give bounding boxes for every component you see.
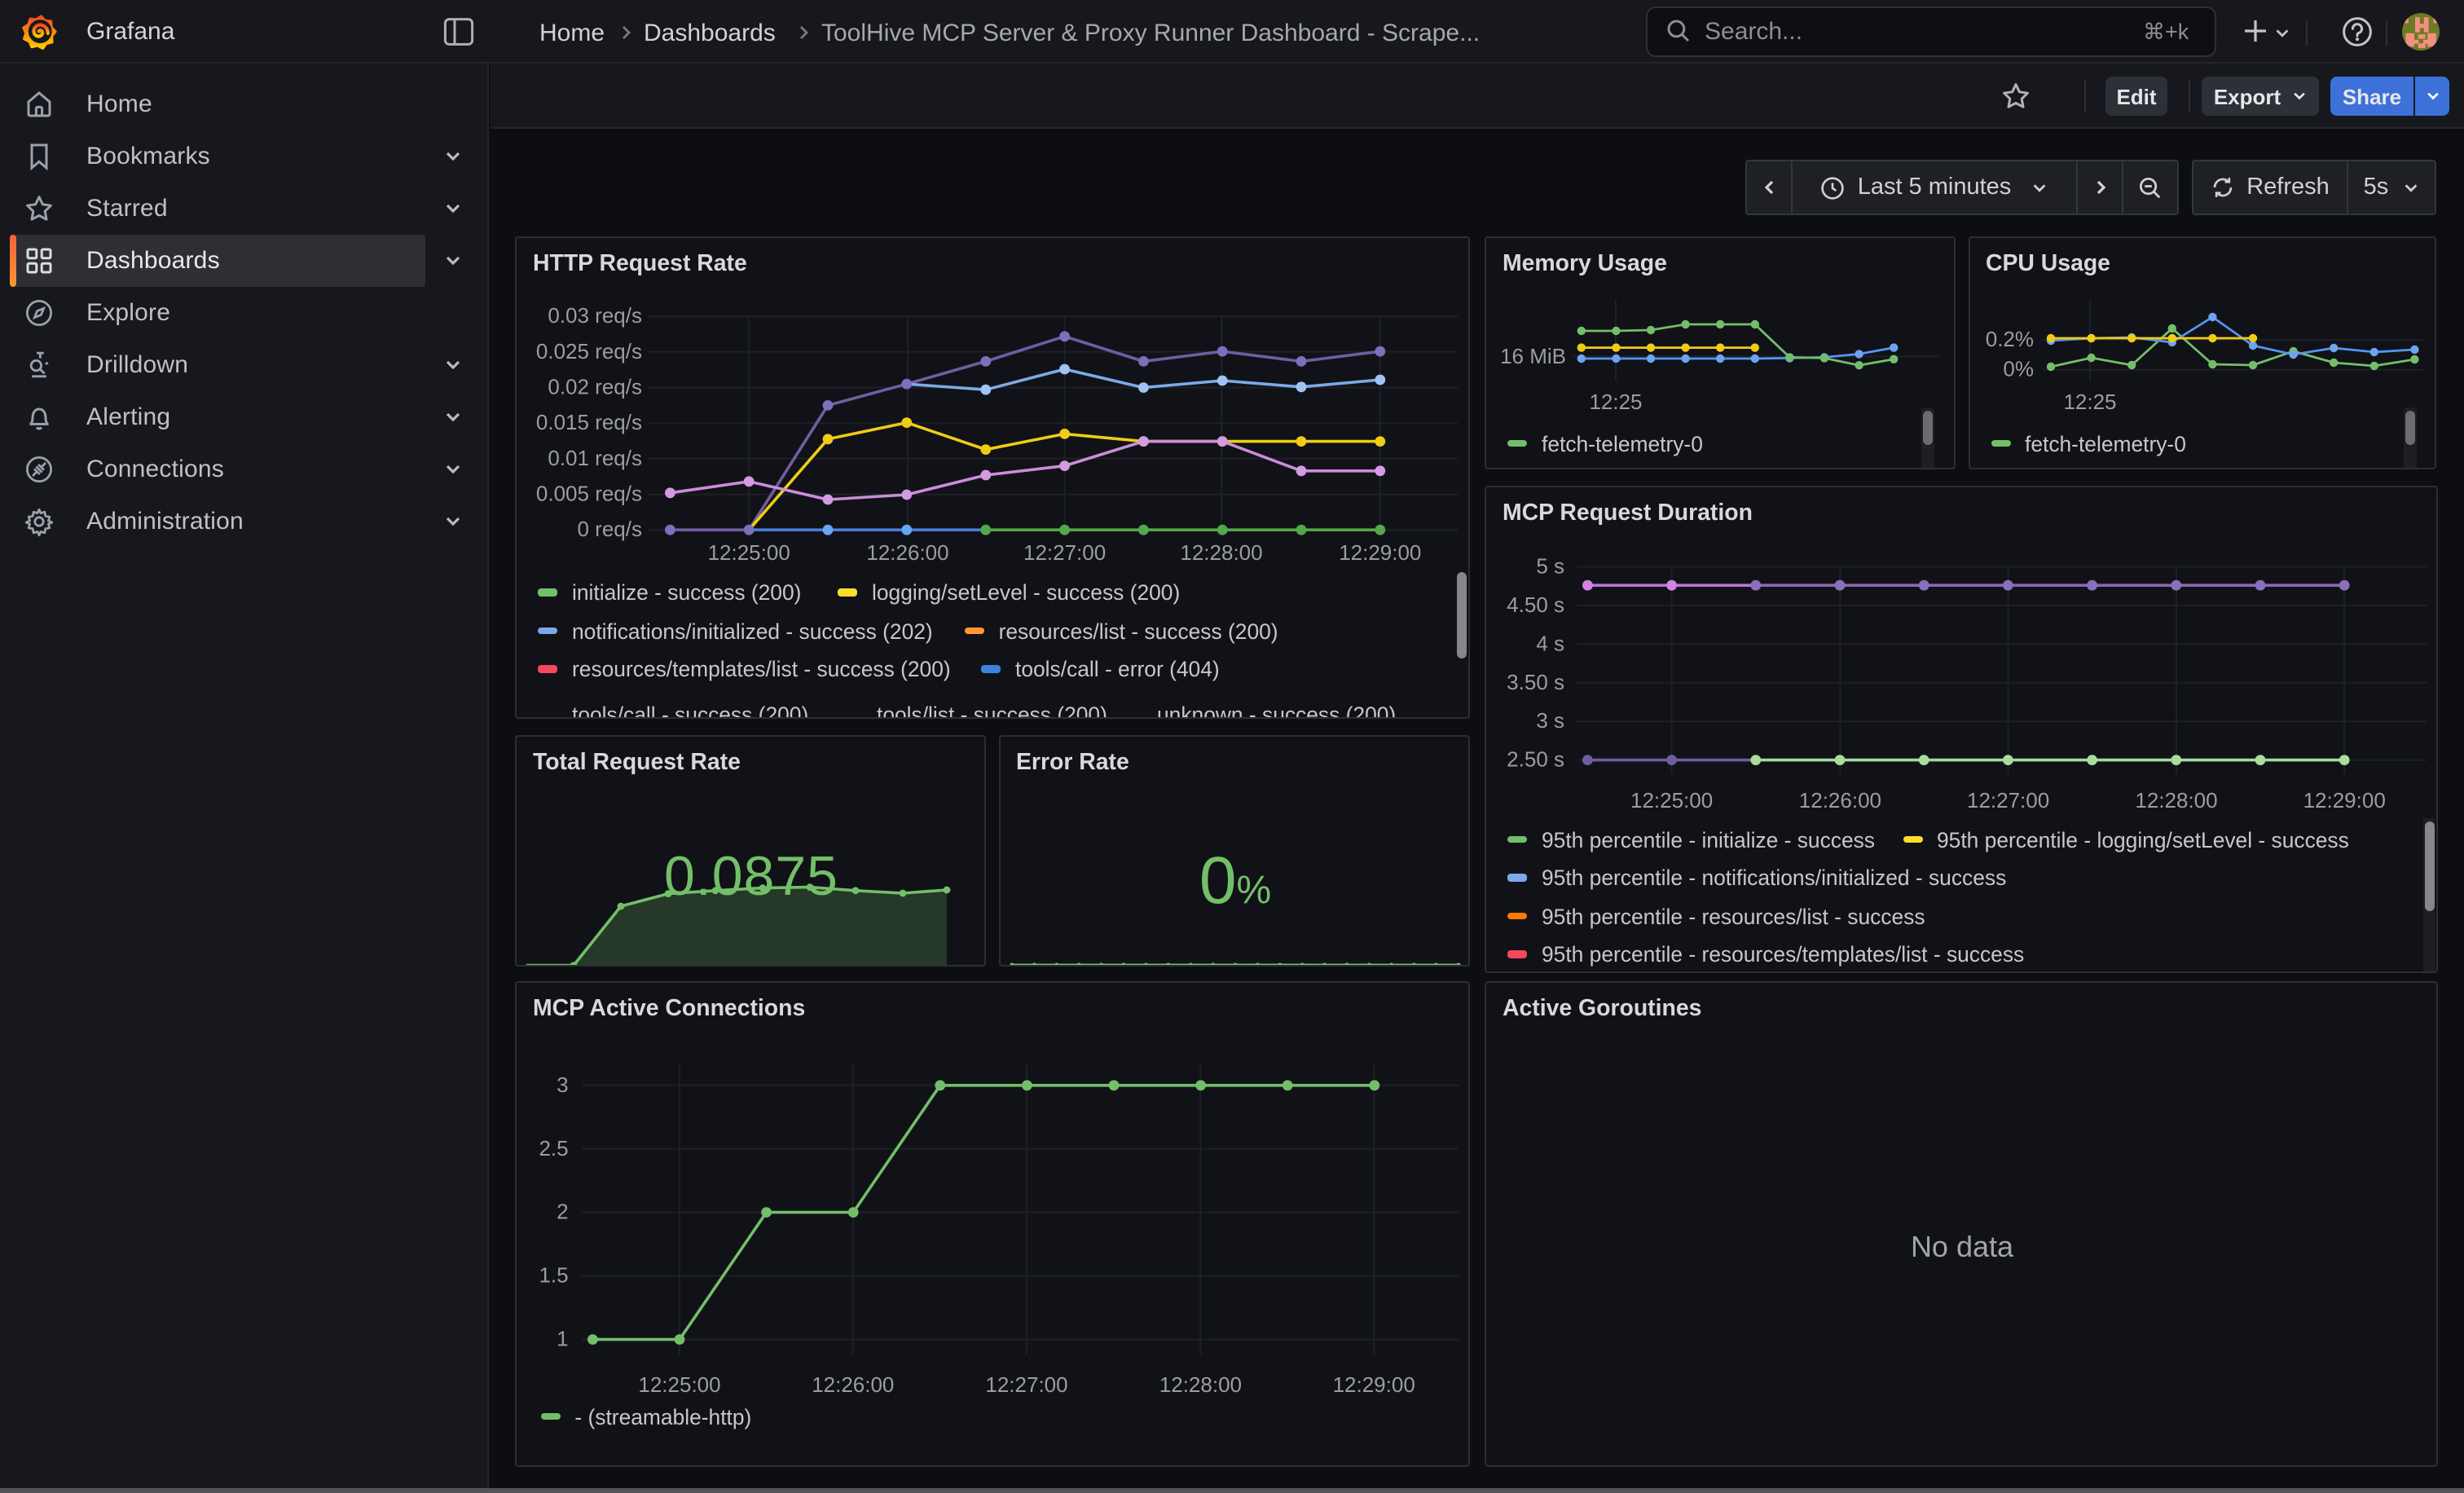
svg-text:12:29:00: 12:29:00 bbox=[1333, 1372, 1415, 1397]
svg-text:3.50 s: 3.50 s bbox=[1507, 669, 1564, 694]
svg-text:0.02 req/s: 0.02 req/s bbox=[548, 375, 642, 399]
svg-text:12:25: 12:25 bbox=[2062, 390, 2115, 414]
svg-text:4.50 s: 4.50 s bbox=[1507, 592, 1564, 616]
svg-text:3: 3 bbox=[557, 1072, 568, 1097]
svg-text:0.005 req/s: 0.005 req/s bbox=[536, 482, 642, 506]
svg-text:12:28:00: 12:28:00 bbox=[1159, 1372, 1242, 1397]
svg-text:1: 1 bbox=[557, 1327, 568, 1351]
svg-text:12:25:00: 12:25:00 bbox=[638, 1372, 720, 1397]
svg-text:12:25:00: 12:25:00 bbox=[1630, 787, 1713, 812]
svg-text:0 req/s: 0 req/s bbox=[578, 517, 643, 541]
svg-text:2.50 s: 2.50 s bbox=[1507, 746, 1564, 771]
svg-text:2: 2 bbox=[557, 1200, 568, 1224]
svg-text:0.025 req/s: 0.025 req/s bbox=[536, 339, 642, 363]
svg-text:12:26:00: 12:26:00 bbox=[812, 1372, 894, 1397]
svg-text:1.5: 1.5 bbox=[539, 1263, 568, 1288]
svg-text:12:28:00: 12:28:00 bbox=[1180, 540, 1262, 565]
svg-text:0%: 0% bbox=[2002, 357, 2033, 381]
svg-text:3 s: 3 s bbox=[1536, 707, 1564, 732]
svg-text:12:25: 12:25 bbox=[1589, 390, 1642, 414]
svg-text:12:26:00: 12:26:00 bbox=[866, 540, 948, 565]
svg-text:0.01 req/s: 0.01 req/s bbox=[548, 446, 642, 470]
svg-text:0.03 req/s: 0.03 req/s bbox=[548, 303, 642, 328]
svg-text:0.2%: 0.2% bbox=[1985, 327, 2033, 351]
svg-text:12:27:00: 12:27:00 bbox=[1967, 787, 2049, 812]
svg-text:12:29:00: 12:29:00 bbox=[1339, 540, 1421, 565]
svg-text:0.015 req/s: 0.015 req/s bbox=[536, 410, 642, 434]
svg-text:12:27:00: 12:27:00 bbox=[985, 1372, 1067, 1397]
svg-text:5 s: 5 s bbox=[1536, 553, 1564, 578]
svg-text:12:29:00: 12:29:00 bbox=[2303, 787, 2386, 812]
svg-text:12:27:00: 12:27:00 bbox=[1023, 540, 1106, 565]
svg-text:2.5: 2.5 bbox=[539, 1136, 568, 1160]
svg-text:12:28:00: 12:28:00 bbox=[2135, 787, 2217, 812]
svg-text:12:25:00: 12:25:00 bbox=[708, 540, 790, 565]
svg-text:16 MiB: 16 MiB bbox=[1500, 344, 1566, 368]
svg-text:4 s: 4 s bbox=[1536, 630, 1564, 654]
svg-text:12:26:00: 12:26:00 bbox=[1799, 787, 1881, 812]
